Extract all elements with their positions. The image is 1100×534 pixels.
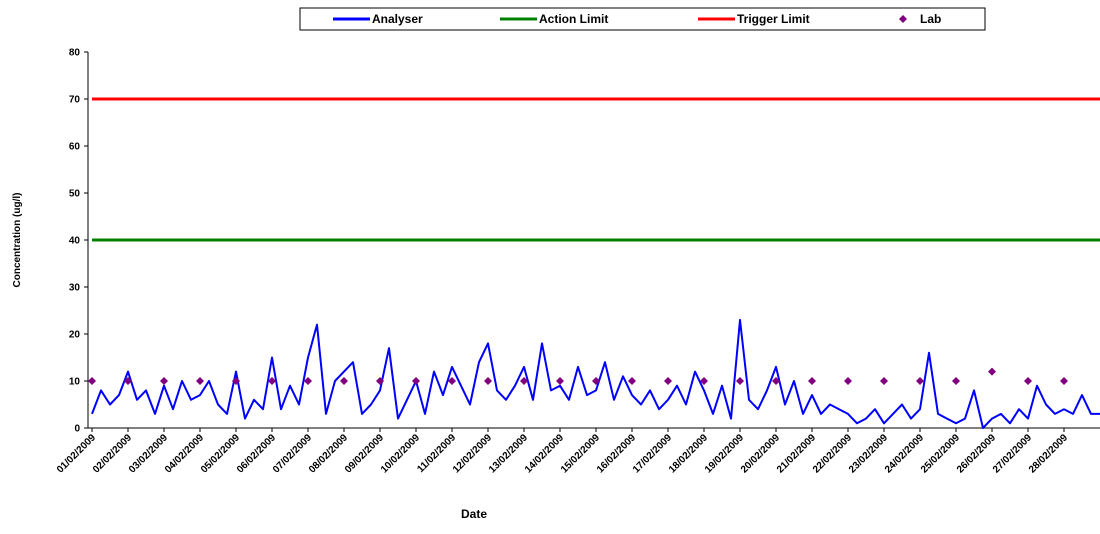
legend-box bbox=[299, 7, 986, 31]
y-tick-label: 80 bbox=[69, 48, 81, 59]
lab-marker bbox=[808, 377, 816, 385]
lab-marker bbox=[556, 377, 564, 385]
lab-marker bbox=[88, 377, 96, 385]
lab-marker bbox=[232, 377, 240, 385]
lab-marker bbox=[448, 377, 456, 385]
lab-marker bbox=[520, 377, 528, 385]
series-line bbox=[91, 318, 1100, 429]
lab-marker bbox=[304, 377, 312, 385]
y-tick-label: 60 bbox=[69, 142, 81, 153]
y-tick-label: 30 bbox=[69, 283, 81, 294]
lab-marker bbox=[700, 377, 708, 385]
lab-marker bbox=[880, 377, 888, 385]
x-tick-label: 28/02/2009 bbox=[1027, 432, 1070, 475]
lab-marker bbox=[412, 377, 420, 385]
legend-swatch bbox=[899, 15, 907, 23]
legend-label: Lab bbox=[920, 12, 941, 26]
lab-marker bbox=[196, 377, 204, 385]
y-tick-label: 0 bbox=[74, 424, 80, 435]
lab-marker bbox=[664, 377, 672, 385]
lab-marker bbox=[736, 377, 744, 385]
y-tick-label: 40 bbox=[69, 236, 81, 247]
lab-marker bbox=[1024, 377, 1032, 385]
y-tick-label: 70 bbox=[69, 95, 81, 106]
lab-marker bbox=[844, 377, 852, 385]
y-tick-label: 10 bbox=[69, 377, 81, 388]
lab-marker bbox=[988, 367, 996, 376]
lab-marker bbox=[124, 377, 132, 385]
lab-marker bbox=[592, 377, 600, 385]
x-axis-title: Date bbox=[461, 507, 487, 521]
y-axis-title: Concentration (ug/l) bbox=[12, 193, 23, 288]
lab-marker bbox=[340, 377, 348, 385]
lab-marker bbox=[160, 377, 168, 385]
legend-label: Action Limit bbox=[539, 12, 608, 26]
legend-label: Analyser bbox=[372, 12, 423, 26]
lab-marker bbox=[952, 377, 960, 385]
y-tick-label: 20 bbox=[69, 330, 81, 341]
lab-marker bbox=[916, 377, 924, 385]
lab-marker bbox=[1060, 377, 1068, 385]
lab-marker bbox=[628, 377, 636, 385]
legend: Analyser Action Limit Trigger Limit Lab bbox=[299, 7, 986, 31]
lab-marker bbox=[376, 377, 384, 385]
lab-marker bbox=[484, 377, 492, 385]
lab-marker bbox=[268, 377, 276, 385]
lab-marker bbox=[772, 377, 780, 385]
y-tick-label: 50 bbox=[69, 189, 81, 200]
legend-label: Trigger Limit bbox=[737, 12, 810, 26]
